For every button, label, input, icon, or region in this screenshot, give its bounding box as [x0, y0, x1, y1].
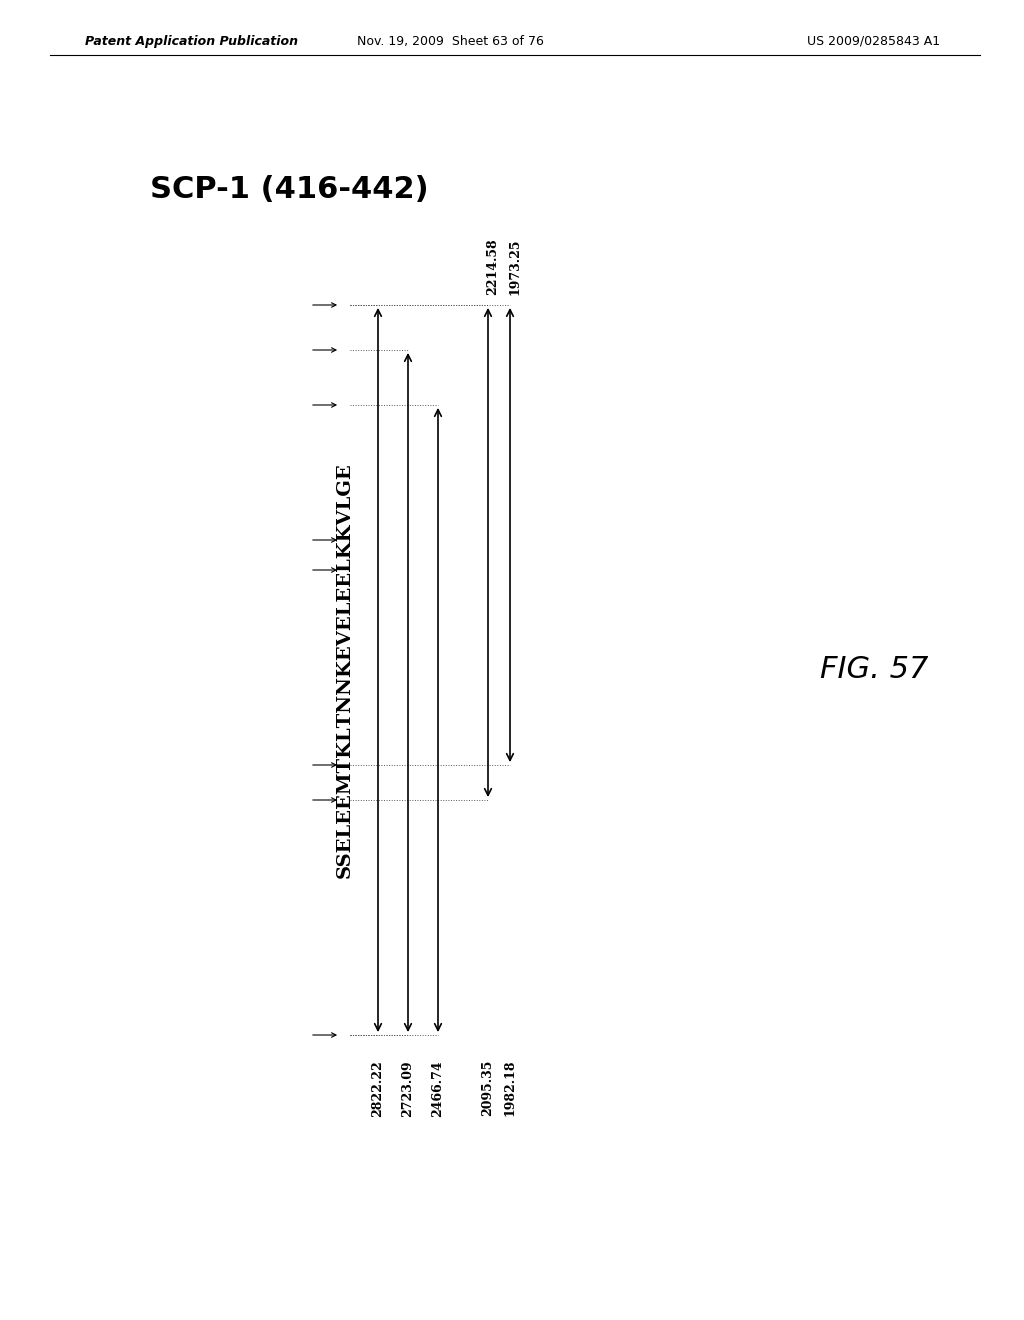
- Text: FIG. 57: FIG. 57: [820, 656, 929, 685]
- Text: 2822.22: 2822.22: [372, 1060, 384, 1117]
- Text: 2214.58: 2214.58: [486, 239, 500, 294]
- Text: 2466.74: 2466.74: [431, 1060, 444, 1117]
- Text: SSELEEMTKLТNNKEVELEELKKVLGE: SSELEEMTKLТNNKEVELEELKKVLGE: [336, 462, 354, 878]
- Text: SCP-1 (416-442): SCP-1 (416-442): [150, 176, 429, 205]
- Text: 2095.35: 2095.35: [481, 1060, 495, 1117]
- Text: 1982.18: 1982.18: [504, 1060, 516, 1117]
- Text: 2723.09: 2723.09: [401, 1060, 415, 1117]
- Text: 1973.25: 1973.25: [509, 239, 521, 294]
- Text: Patent Application Publication: Patent Application Publication: [85, 36, 298, 48]
- Text: Nov. 19, 2009  Sheet 63 of 76: Nov. 19, 2009 Sheet 63 of 76: [356, 36, 544, 48]
- Text: US 2009/0285843 A1: US 2009/0285843 A1: [807, 36, 940, 48]
